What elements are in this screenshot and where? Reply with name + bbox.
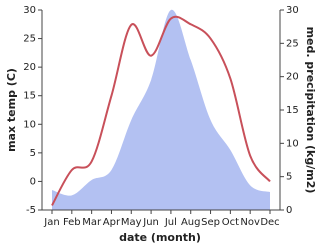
y-tick-label: 20 [23,62,36,73]
precipitation-area [52,9,270,210]
x-tick-label: Feb [63,217,81,228]
y2-tick-label: 15 [286,105,299,116]
x-tick-label: Jun [142,217,159,228]
x-tick-label: Jul [164,217,177,228]
y-tick-label: 5 [30,148,36,159]
x-tick-label: Jan [43,217,59,228]
y2-tick-label: 0 [286,205,292,216]
y-axis-label: max temp (C) [5,68,18,152]
temperature-line [51,15,271,206]
y2-tick-label: 10 [286,138,299,149]
x-tick-label: Nov [240,217,260,228]
x-tick-label: Aug [181,217,201,228]
y2-axis-label: med. precipitation (kg/m2) [304,27,317,194]
x-tick-label: Oct [222,217,239,228]
y2-tick-label: 25 [286,38,299,49]
x-axis-label: date (month) [119,231,201,244]
y-tick-label: 25 [23,34,36,45]
x-tick-label: Dec [260,217,279,228]
y-tick-label: 10 [23,119,36,130]
y-tick-label: -5 [26,205,36,216]
y-tick-label: 30 [23,5,36,16]
y2-tick-label: 30 [286,5,299,16]
y2-tick-label: 20 [286,72,299,83]
y-tick-label: 15 [23,91,36,102]
x-tick-label: Mar [82,217,102,228]
x-tick-label: May [121,217,142,228]
x-tick-label: Apr [103,217,121,228]
x-tick-label: Sep [201,217,220,228]
y2-tick-label: 5 [286,172,292,183]
y-tick-label: 0 [30,176,36,187]
